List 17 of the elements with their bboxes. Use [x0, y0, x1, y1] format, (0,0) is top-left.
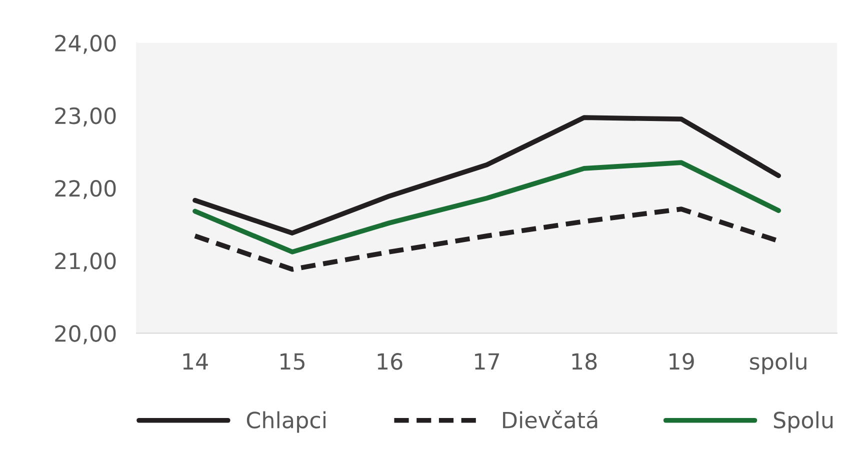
x-tick-label: 18 — [572, 353, 597, 370]
y-tick-label: 23,00 — [55, 107, 116, 126]
x-tick-label: 15 — [280, 353, 304, 370]
x-tick-label: 14 — [183, 353, 208, 370]
legend-label: Spolu — [774, 411, 833, 433]
legend-label: Chlapci — [246, 411, 326, 433]
line-series — [192, 115, 781, 236]
line-series — [192, 160, 781, 254]
x-tick-label: 19 — [670, 353, 694, 370]
y-tick-label: 22,00 — [55, 180, 116, 200]
x-tick-label: spolu — [750, 352, 806, 374]
y-tick-label: 24,00 — [55, 34, 116, 54]
legend-label: Dievčatá — [503, 410, 598, 428]
y-tick-label: 21,00 — [55, 252, 116, 272]
x-tick-label: 16 — [378, 353, 402, 370]
y-tick-label: 20,00 — [55, 325, 116, 344]
x-tick-label: 17 — [475, 353, 500, 370]
